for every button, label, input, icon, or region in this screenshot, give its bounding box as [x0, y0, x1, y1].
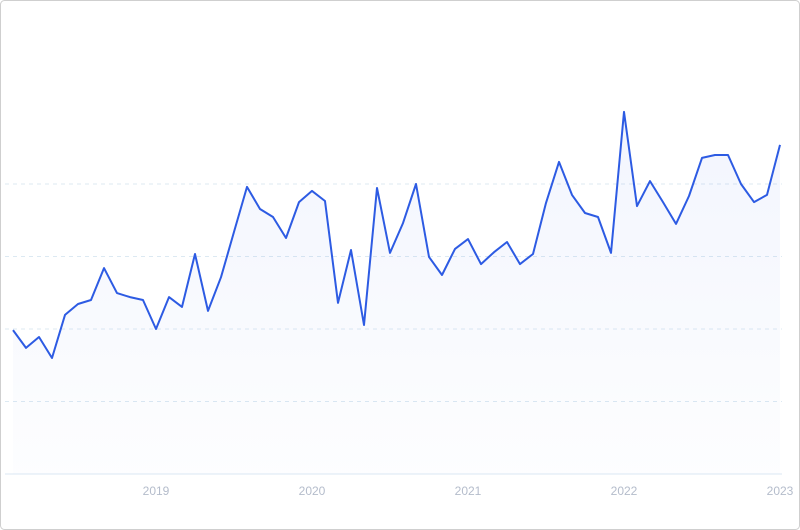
x-tick-label: 2023	[767, 484, 794, 498]
line	[12, 110, 781, 359]
area	[13, 111, 780, 475]
x-tick-label: 2019	[143, 484, 170, 498]
x-tick-label: 2020	[299, 484, 326, 498]
x-tick-label: 2021	[455, 484, 482, 498]
x-tick-label: 2022	[611, 484, 638, 498]
